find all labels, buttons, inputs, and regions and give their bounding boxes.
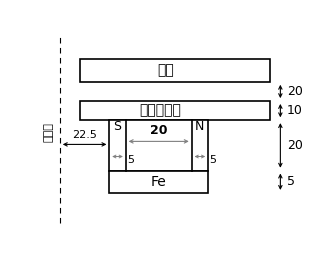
Bar — [80, 101, 270, 120]
Text: 20: 20 — [150, 124, 167, 137]
Text: 20: 20 — [287, 85, 302, 98]
Text: ターゲット: ターゲット — [139, 104, 181, 118]
Text: 20: 20 — [287, 139, 302, 152]
Text: 5: 5 — [127, 155, 134, 165]
Text: 5: 5 — [287, 175, 295, 188]
Bar — [80, 59, 270, 82]
Text: S: S — [113, 120, 122, 133]
Text: 10: 10 — [287, 104, 302, 117]
Text: 中心軸: 中心軸 — [43, 122, 54, 142]
Bar — [109, 120, 208, 171]
Text: 5: 5 — [209, 155, 216, 165]
Text: 22.5: 22.5 — [72, 130, 97, 140]
Text: 基板: 基板 — [157, 63, 174, 77]
Text: Fe: Fe — [151, 175, 166, 189]
Text: N: N — [195, 120, 205, 133]
Bar — [109, 171, 208, 193]
